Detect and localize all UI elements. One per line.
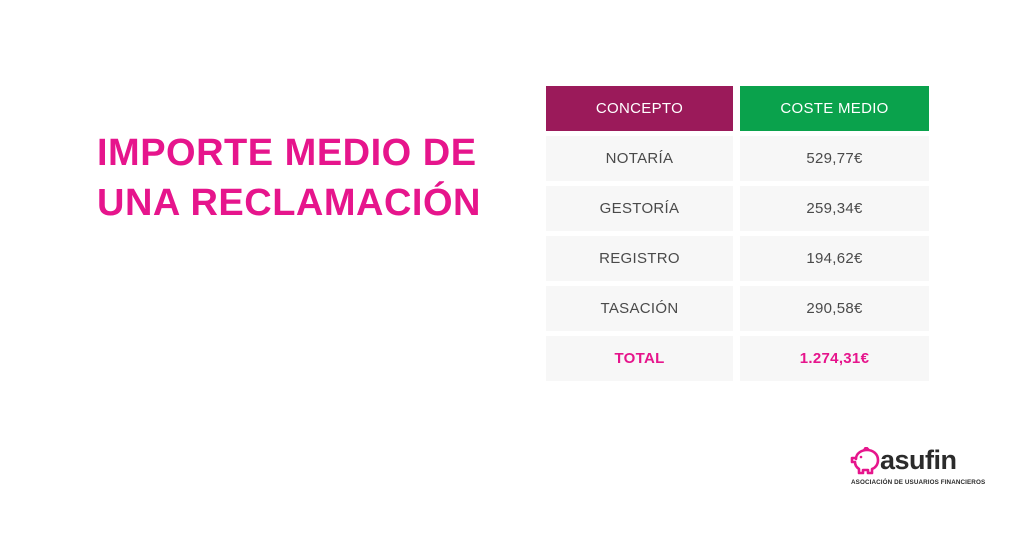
concept-cell: TASACIÓN [546, 286, 733, 331]
table-row: GESTORÍA 259,34€ [546, 186, 929, 231]
asufin-logo: asufin ASOCIACIÓN DE USUARIOS FINANCIERO… [850, 443, 985, 493]
header-cost: COSTE MEDIO [740, 86, 929, 131]
table-row: NOTARÍA 529,77€ [546, 136, 929, 181]
table-header: CONCEPTO COSTE MEDIO [546, 86, 929, 131]
concept-cell: NOTARÍA [546, 136, 733, 181]
header-concept: CONCEPTO [546, 86, 733, 131]
concept-cell: GESTORÍA [546, 186, 733, 231]
logo-subtitle: ASOCIACIÓN DE USUARIOS FINANCIEROS [851, 479, 986, 486]
cost-cell: 194,62€ [740, 236, 929, 281]
cost-cell: 529,77€ [740, 136, 929, 181]
table-row: TASACIÓN 290,58€ [546, 286, 929, 331]
concept-cell: REGISTRO [546, 236, 733, 281]
title-line-2: UNA RECLAMACIÓN [97, 182, 481, 224]
total-value: 1.274,31€ [740, 336, 929, 381]
page-title: IMPORTE MEDIO DE UNA RECLAMACIÓN [97, 128, 517, 228]
cost-table: CONCEPTO COSTE MEDIO NOTARÍA 529,77€ GES… [546, 86, 929, 386]
cost-cell: 259,34€ [740, 186, 929, 231]
title-line-1: IMPORTE MEDIO DE [97, 132, 477, 174]
table-total-row: TOTAL 1.274,31€ [546, 336, 929, 381]
table-row: REGISTRO 194,62€ [546, 236, 929, 281]
cost-cell: 290,58€ [740, 286, 929, 331]
logo-wordmark: asufin [880, 445, 957, 475]
piggy-bank-icon [850, 447, 880, 475]
total-label: TOTAL [546, 336, 733, 381]
